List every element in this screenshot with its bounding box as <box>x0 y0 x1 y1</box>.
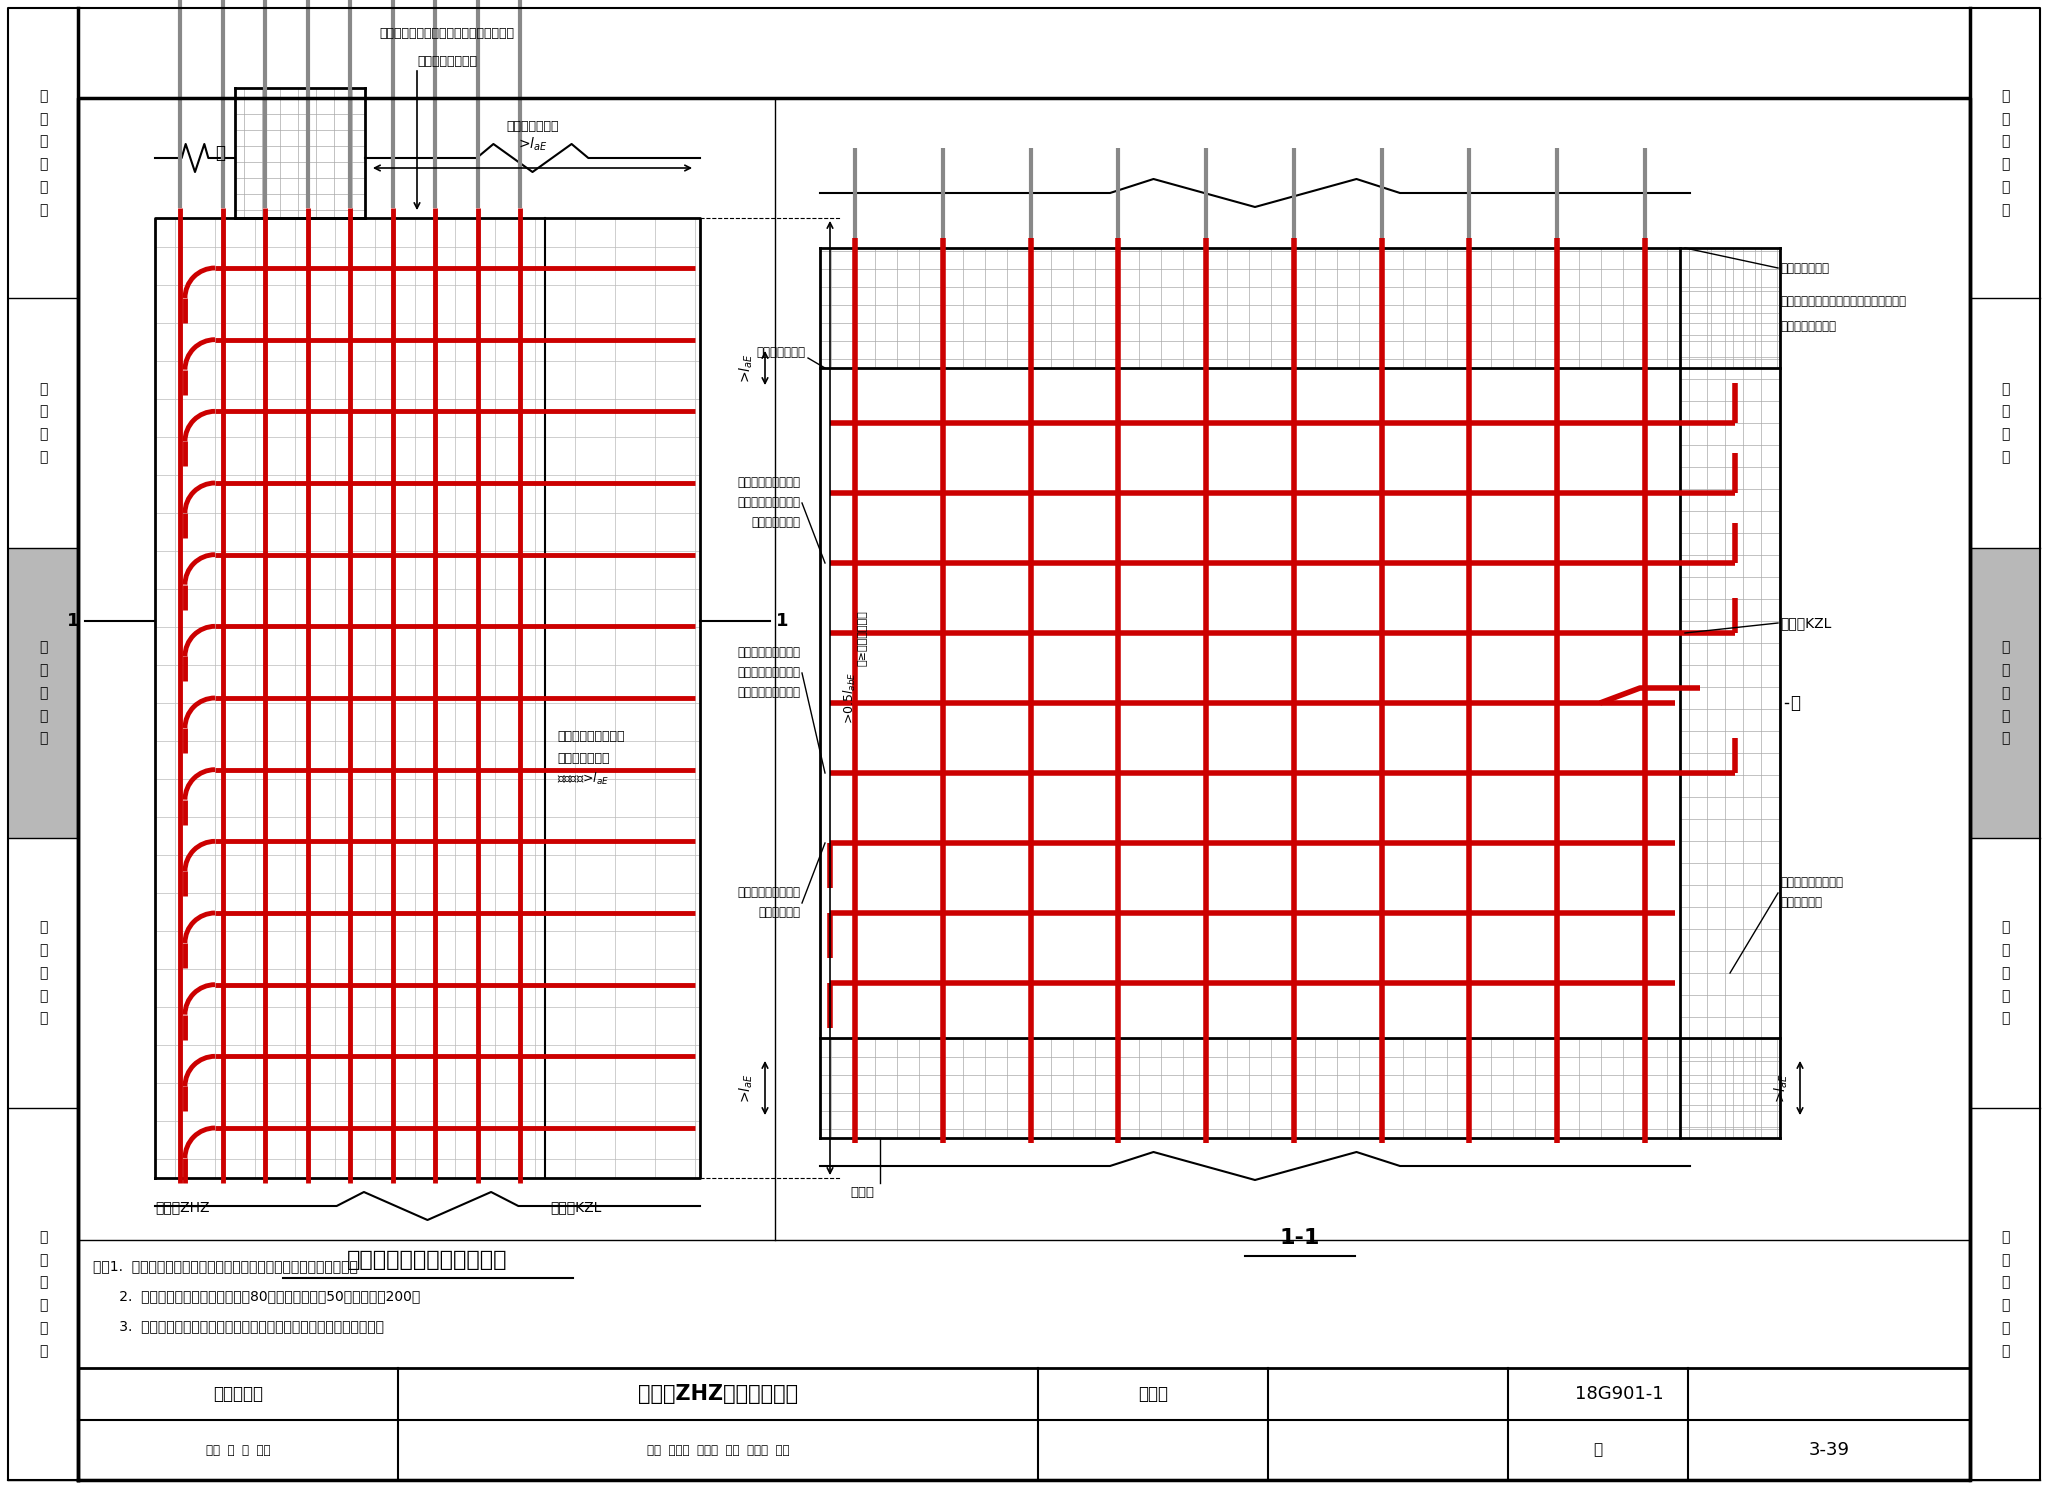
Text: 水平弯折藏避内侧纵: 水平弯折藏避内侧纵 <box>737 667 801 680</box>
Text: 与内侧部分纵筋分层: 与内侧部分纵筋分层 <box>737 497 801 509</box>
Bar <box>156 219 700 1178</box>
Text: 转换柱外侧部分纵筋: 转换柱外侧部分纵筋 <box>1780 876 1843 890</box>
Text: >$l_{aE}$: >$l_{aE}$ <box>737 1073 756 1103</box>
Text: 页: 页 <box>1593 1442 1604 1458</box>
Text: 原则为：能通则通: 原则为：能通则通 <box>1780 320 1835 333</box>
Text: 楼层板内>$l_{aE}$: 楼层板内>$l_{aE}$ <box>557 771 608 787</box>
Text: 框
架
部
分: 框 架 部 分 <box>39 382 47 464</box>
Text: 原则为：能通则通: 原则为：能通则通 <box>418 55 477 68</box>
Text: 转换柱部分纵筋延伸到上层剪力墙楼板顶: 转换柱部分纵筋延伸到上层剪力墙楼板顶 <box>1780 295 1907 308</box>
Text: 3.  本图中灰色纵筋表示延伸到上层剪力墙楼板顶的转换柱纵向钢筋。: 3. 本图中灰色纵筋表示延伸到上层剪力墙楼板顶的转换柱纵向钢筋。 <box>92 1318 385 1333</box>
Text: 下部转换梁边线: 下部转换梁边线 <box>756 347 805 360</box>
Text: 审核  刘  敏  刘强: 审核 刘 敏 刘强 <box>205 1443 270 1457</box>
Text: 一
般
构
造
要
求: 一 般 构 造 要 求 <box>39 89 47 217</box>
Bar <box>1679 248 1780 1138</box>
Bar <box>819 368 1679 1039</box>
Text: 弯锚入框支梁或: 弯锚入框支梁或 <box>557 751 610 765</box>
Text: 弯锚至框支梁内: 弯锚至框支梁内 <box>752 516 801 530</box>
Text: 校对  高志强  宫主连  设计  张月明  汪明: 校对 高志强 宫主连 设计 张月明 汪明 <box>647 1443 788 1457</box>
Text: >$l_{aE}$: >$l_{aE}$ <box>518 135 547 153</box>
Text: 转换柱ZHZ: 转换柱ZHZ <box>156 1199 209 1214</box>
Bar <box>819 1039 1780 1138</box>
Text: 且≥转换柱桩柱顶: 且≥转换柱桩柱顶 <box>858 610 868 665</box>
Text: >$l_{aE}$: >$l_{aE}$ <box>1774 1073 1790 1103</box>
Text: 转换柱外侧部分纵筋: 转换柱外侧部分纵筋 <box>737 646 801 659</box>
Bar <box>1970 548 2040 838</box>
Text: 锚入梁内或板内: 锚入梁内或板内 <box>506 121 559 132</box>
Text: 1: 1 <box>776 612 788 631</box>
Text: 转换柱配筋构造详图（一）: 转换柱配筋构造详图（一） <box>348 1250 508 1269</box>
Text: 1: 1 <box>68 612 80 631</box>
Text: 框支梁KZL: 框支梁KZL <box>551 1199 602 1214</box>
Text: 自转换柱边缘算起，: 自转换柱边缘算起， <box>557 731 625 743</box>
Text: 上部剪力墙边线: 上部剪力墙边线 <box>1780 262 1829 274</box>
Text: 普
通
板
部
分: 普 通 板 部 分 <box>39 921 47 1025</box>
Text: 剪
力
墙
部
分: 剪 力 墙 部 分 <box>39 640 47 745</box>
Text: 转换柱外侧部分纵筋: 转换柱外侧部分纵筋 <box>737 887 801 900</box>
Text: 转换柱部分纵筋延伸到上层剪力墙楼板顶: 转换柱部分纵筋延伸到上层剪力墙楼板顶 <box>379 27 514 40</box>
Text: 墙: 墙 <box>1790 693 1800 711</box>
Text: >0.5$l_{abE}$: >0.5$l_{abE}$ <box>842 673 858 725</box>
Text: 注：1.  转换柱纵向钢筋的连接构造同框架柱，宜采用机械连接接头。: 注：1. 转换柱纵向钢筋的连接构造同框架柱，宜采用机械连接接头。 <box>92 1259 358 1274</box>
Text: 弯锚至楼板内: 弯锚至楼板内 <box>758 906 801 920</box>
Text: 转换柱ZHZ配筋构造详图: 转换柱ZHZ配筋构造详图 <box>637 1384 799 1405</box>
Text: 框支梁KZL: 框支梁KZL <box>1780 616 1831 629</box>
Text: 一
般
构
造
要
求: 一 般 构 造 要 求 <box>2001 89 2009 217</box>
Text: 筋后弯锚至框支梁内: 筋后弯锚至框支梁内 <box>737 686 801 699</box>
Text: 2.  转换柱纵向钢筋间距不应小于80，净距不应小于50且不宜大于200。: 2. 转换柱纵向钢筋间距不应小于80，净距不应小于50且不宜大于200。 <box>92 1289 420 1303</box>
Text: 18G901-1: 18G901-1 <box>1575 1385 1663 1403</box>
Text: >$l_{aE}$: >$l_{aE}$ <box>737 353 756 382</box>
Text: 1-1: 1-1 <box>1280 1228 1321 1248</box>
Text: 无
梁
楼
盖
部
分: 无 梁 楼 盖 部 分 <box>39 1231 47 1359</box>
Text: 框
架
部
分: 框 架 部 分 <box>2001 382 2009 464</box>
Bar <box>819 248 1780 368</box>
Text: 弯锚至楼板内: 弯锚至楼板内 <box>1780 896 1823 909</box>
Text: 剪力墙部分: 剪力墙部分 <box>213 1385 262 1403</box>
Bar <box>8 548 78 838</box>
Text: 普
通
板
部
分: 普 通 板 部 分 <box>2001 921 2009 1025</box>
Text: 剪
力
墙
部
分: 剪 力 墙 部 分 <box>2001 640 2009 745</box>
Text: 图集号: 图集号 <box>1139 1385 1167 1403</box>
Text: 转换柱外侧部分纵筋: 转换柱外侧部分纵筋 <box>737 476 801 490</box>
Text: 无
梁
楼
盖
部
分: 无 梁 楼 盖 部 分 <box>2001 1231 2009 1359</box>
Text: 板边线: 板边线 <box>850 1186 874 1199</box>
Text: 墙: 墙 <box>215 144 225 162</box>
Text: 3-39: 3-39 <box>1808 1440 1849 1460</box>
